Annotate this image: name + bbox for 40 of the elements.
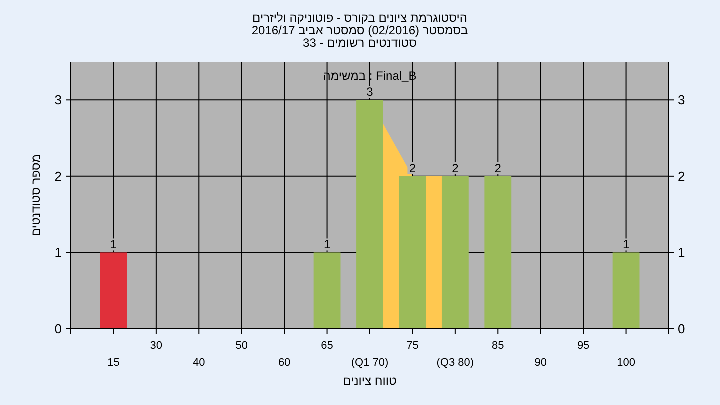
x-axis-title: טווח ציונים [343, 374, 398, 388]
chart-title: היסטוגרמת ציונים בקורס - פוטוניקה וליזרים [252, 11, 468, 25]
text: סטודנטים רשומים - 33 [303, 36, 417, 50]
y2-tick-label: 2 [678, 168, 686, 184]
y2-tick-label: 1 [678, 245, 686, 260]
data-label: 2 [494, 161, 502, 176]
x-tick-label: 100 [617, 357, 636, 369]
x-tick-label: 30 [150, 340, 163, 352]
data-label: 1 [324, 238, 331, 252]
y-axis-title: מספר סטודנטים [29, 154, 43, 237]
bar [100, 252, 128, 329]
x-tick-label: 15 [108, 357, 120, 369]
bar [484, 176, 512, 329]
y-tick-label: 0 [54, 322, 62, 336]
data-label: 2 [409, 161, 416, 176]
data-label: 1 [110, 238, 118, 252]
y-tick-label: 3 [54, 92, 62, 108]
data-label: 3 [366, 85, 374, 100]
bar [612, 252, 640, 329]
bar [399, 176, 426, 329]
x-tick-label: 40 [193, 357, 206, 369]
y2-tick-label: 0 [678, 322, 686, 336]
bar [442, 176, 469, 329]
x-tick-label: (Q1 70) [351, 357, 389, 369]
x-tick-label: 95 [577, 340, 590, 352]
y-tick-label: 2 [54, 168, 62, 184]
x-tick-label: 50 [236, 340, 248, 352]
bar [314, 252, 341, 329]
x-tick-label: 65 [321, 340, 334, 352]
x-tick-label: (Q3 80) [436, 357, 474, 369]
bar [356, 100, 384, 329]
y2-tick-label: 3 [678, 92, 686, 108]
data-label: 1 [622, 238, 630, 252]
data-label: 2 [452, 161, 460, 176]
y-tick-label: 1 [54, 245, 62, 260]
text: בסמסטר (02/2016) סמסטר אביב 2016/17 [252, 24, 468, 38]
x-tick-label: 60 [278, 357, 291, 369]
x-tick-label: 85 [492, 340, 504, 352]
x-tick-label: 90 [534, 357, 547, 369]
x-tick-label: 75 [406, 340, 419, 352]
